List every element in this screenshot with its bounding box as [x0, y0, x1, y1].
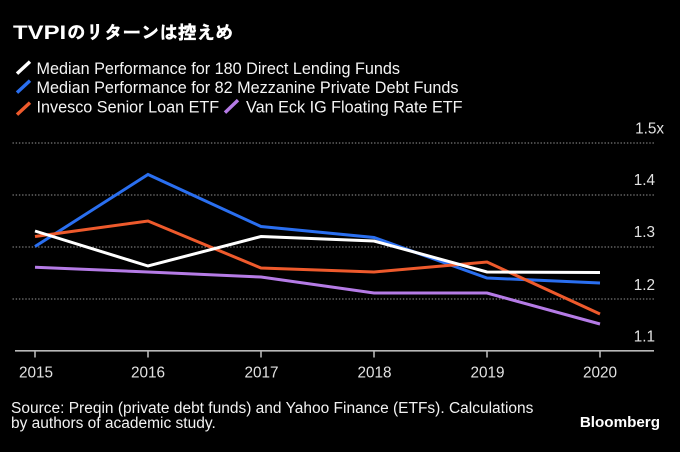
svg-text:Van Eck IG Floating Rate ETF: Van Eck IG Floating Rate ETF — [246, 99, 463, 117]
svg-text:Median Performance for 180 Dir: Median Performance for 180 Direct Lendin… — [37, 60, 401, 78]
svg-text:1.5x: 1.5x — [635, 120, 664, 137]
svg-text:Bloomberg: Bloomberg — [580, 414, 660, 431]
svg-text:2016: 2016 — [131, 365, 165, 382]
svg-text:Invesco Senior Loan ETF: Invesco Senior Loan ETF — [37, 99, 220, 117]
svg-text:2015: 2015 — [19, 365, 53, 382]
svg-text:Median Performance for 82 Mezz: Median Performance for 82 Mezzanine Priv… — [37, 79, 459, 97]
svg-text:TVPI: TVPI — [13, 21, 66, 43]
svg-text:by authors of academic study.: by authors of academic study. — [11, 415, 216, 432]
svg-text:Source: Preqin (private debt f: Source: Preqin (private debt funds) and … — [11, 400, 534, 417]
svg-text:1.1: 1.1 — [634, 328, 655, 345]
svg-text:2019: 2019 — [470, 365, 504, 382]
svg-text:1.2: 1.2 — [634, 277, 655, 294]
svg-text:2018: 2018 — [357, 365, 391, 382]
svg-text:1.3: 1.3 — [634, 224, 655, 241]
svg-text:2017: 2017 — [244, 365, 278, 382]
svg-text:2020: 2020 — [583, 365, 617, 382]
svg-text:1.4: 1.4 — [634, 172, 656, 189]
